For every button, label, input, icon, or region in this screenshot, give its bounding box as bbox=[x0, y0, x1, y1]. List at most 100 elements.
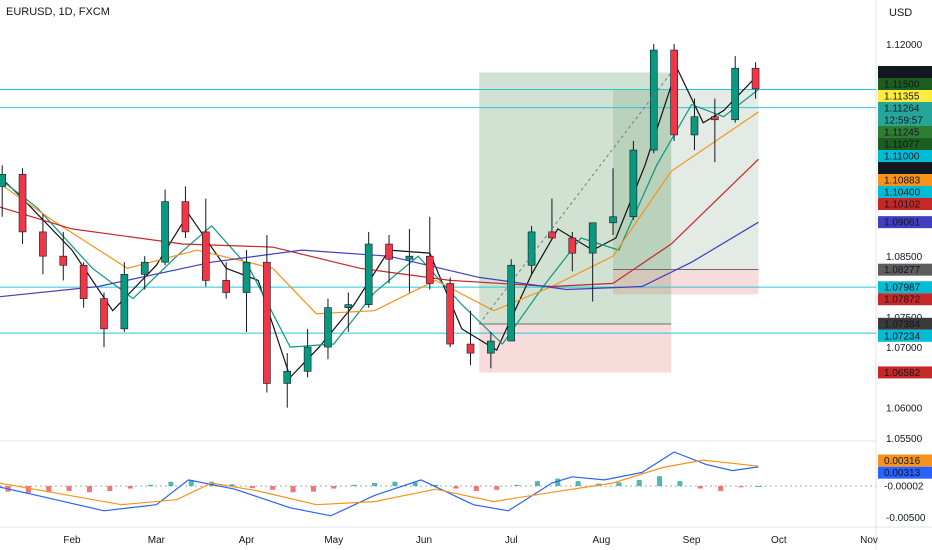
trend-line bbox=[478, 72, 672, 325]
macd-histogram-bar bbox=[738, 486, 744, 488]
macd-value-label-bg bbox=[878, 466, 932, 479]
macd-histogram-bar bbox=[188, 479, 194, 487]
candle-body bbox=[690, 116, 699, 136]
price-label-bg bbox=[878, 162, 932, 175]
price-label-text: 1.07872 bbox=[884, 295, 921, 306]
price-label-text: 1.08277 bbox=[884, 265, 921, 276]
macd-histogram-bar bbox=[270, 486, 276, 490]
candle-body bbox=[0, 174, 6, 187]
price-label-bg bbox=[878, 216, 932, 229]
candle-body bbox=[324, 307, 332, 348]
position-stop-zone bbox=[613, 269, 759, 295]
price-label: 1.11538 bbox=[878, 66, 932, 79]
month-tick-label: May bbox=[324, 535, 343, 546]
time-axis: Feb Mar Apr May Jun Jul Aug Sep Oct Nov bbox=[63, 535, 878, 546]
candle-body bbox=[670, 49, 678, 136]
macd-histogram-bar bbox=[25, 486, 31, 493]
price-label-countdown: 12:59:57 bbox=[884, 116, 923, 127]
macd-histogram-bar bbox=[290, 486, 296, 493]
candle-body bbox=[751, 67, 760, 90]
macd-histogram-bar bbox=[555, 478, 561, 487]
price-label: 1.11355 bbox=[878, 90, 932, 103]
price-label: 1.08277 bbox=[878, 263, 932, 276]
month-tick-label: Nov bbox=[860, 535, 878, 546]
macd-histogram-bar bbox=[66, 486, 72, 492]
candles bbox=[0, 44, 760, 408]
macd-histogram-bar bbox=[209, 481, 215, 487]
price-label-bg bbox=[878, 174, 932, 187]
candle-body bbox=[588, 222, 597, 254]
macd-histogram-bar bbox=[433, 484, 439, 487]
candle-body bbox=[140, 261, 149, 275]
price-label-text: 1.11000 bbox=[884, 152, 920, 163]
moving-average-line bbox=[0, 158, 759, 288]
macd-histogram-bar bbox=[249, 486, 255, 488]
macd-value-label-text: -0.00002 bbox=[884, 482, 924, 493]
candle-body bbox=[527, 231, 536, 266]
candle-body bbox=[446, 283, 454, 345]
macd-histogram-bar bbox=[46, 486, 52, 493]
price-label: 1.11500 bbox=[878, 78, 932, 91]
macd-histogram-bar bbox=[473, 486, 479, 492]
candle-body bbox=[731, 67, 739, 121]
macd-signal-line bbox=[0, 459, 759, 506]
candle-body bbox=[507, 264, 516, 342]
candle-body bbox=[487, 340, 495, 354]
macd-value-label-bg bbox=[878, 480, 932, 493]
currency-label[interactable]: USD bbox=[889, 7, 912, 19]
price-label-text: 1.11538 bbox=[884, 68, 920, 79]
price-tick-label: 1.05500 bbox=[886, 434, 923, 445]
candle-body bbox=[609, 216, 617, 224]
macd-value-label: 0.00316 bbox=[878, 454, 932, 467]
macd-histogram-bar bbox=[616, 482, 622, 487]
candle-body bbox=[466, 343, 475, 354]
macd-value-label: 0.00313 bbox=[878, 466, 932, 479]
month-tick-label: Mar bbox=[148, 535, 166, 546]
price-label-text: 1.11077 bbox=[884, 140, 920, 151]
macd-histogram-bar bbox=[229, 484, 235, 487]
price-tick-label: 1.07000 bbox=[886, 343, 923, 354]
candle-body bbox=[649, 49, 658, 151]
price-label-bg bbox=[878, 102, 932, 127]
price-label-bg bbox=[878, 150, 932, 163]
macd-histogram-bar bbox=[107, 486, 113, 492]
price-axis: 1.120001.095001.085001.075001.070001.060… bbox=[878, 40, 932, 445]
price-label-bg bbox=[878, 366, 932, 379]
macd-value-label-text: 0.00316 bbox=[884, 456, 921, 467]
price-label: 1.11077 bbox=[878, 138, 932, 151]
price-label-bg bbox=[878, 66, 932, 79]
macd-line bbox=[0, 451, 759, 517]
candle-body bbox=[283, 371, 292, 384]
price-label-text: 1.10883 bbox=[884, 176, 921, 187]
candle-body bbox=[364, 243, 373, 305]
macd-histogram-bar bbox=[677, 481, 683, 487]
month-tick-label: Oct bbox=[771, 535, 787, 546]
price-label-bg bbox=[878, 293, 932, 306]
price-label: 1.10102 bbox=[878, 198, 932, 211]
candle-body bbox=[222, 280, 230, 293]
candle-body bbox=[629, 149, 638, 218]
price-tick-label: 1.08500 bbox=[886, 252, 923, 263]
candle-body bbox=[263, 261, 271, 384]
price-label-text: 1.10953 bbox=[884, 164, 921, 175]
candle-body bbox=[405, 255, 414, 260]
macd-histogram-bar bbox=[697, 486, 703, 489]
price-label-bg bbox=[878, 263, 932, 276]
macd-value-label: -0.00002 bbox=[878, 480, 932, 493]
price-label-text: 1.07987 bbox=[884, 283, 921, 294]
candle-body bbox=[202, 231, 210, 281]
candle-body bbox=[100, 298, 108, 330]
macd-histogram-bar bbox=[351, 484, 357, 487]
candle-body bbox=[161, 201, 169, 263]
price-label: 1.11245 bbox=[878, 126, 932, 139]
price-label-text: 1.07234 bbox=[884, 331, 921, 342]
price-label-bg bbox=[878, 78, 932, 91]
macd-histogram-bar bbox=[755, 486, 761, 488]
month-tick-label: Sep bbox=[683, 535, 701, 546]
macd-histogram-bar bbox=[657, 476, 663, 487]
macd-histogram-bar bbox=[453, 486, 459, 489]
macd-histogram-bar bbox=[127, 486, 133, 489]
price-label: 1.10883 bbox=[878, 174, 932, 187]
